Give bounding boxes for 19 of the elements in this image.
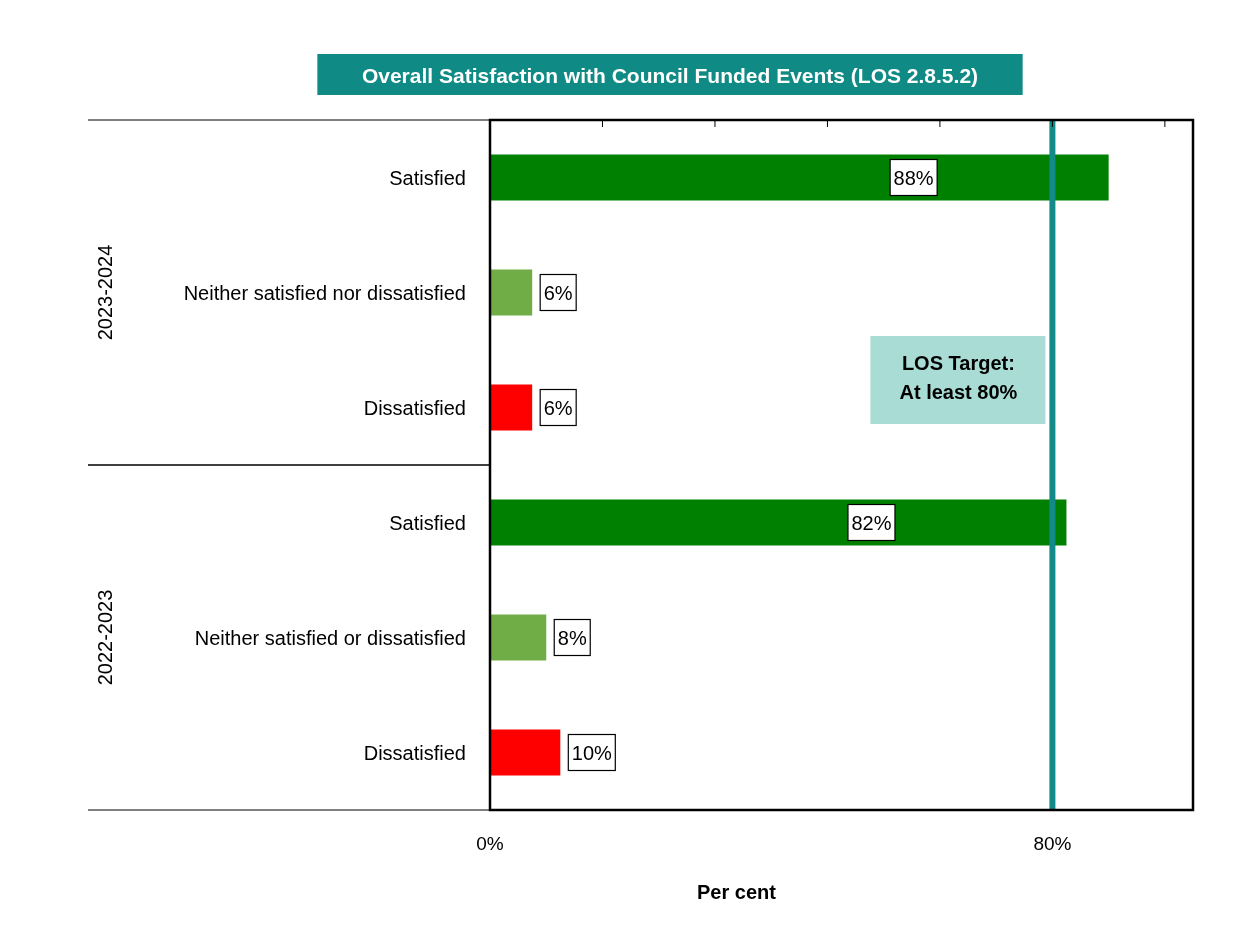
data-label: 88% xyxy=(893,166,934,189)
text: 2022-2023 xyxy=(94,589,116,686)
data-label: 82% xyxy=(851,511,892,534)
y-tick-label: Neither satisfied or dissatisfied xyxy=(194,626,466,649)
data-label: 6% xyxy=(543,281,573,304)
y-tick-label: Neither satisfied nor dissatisfied xyxy=(183,281,466,304)
y-tick-label: Dissatisfied xyxy=(363,396,466,419)
x-tick-label: 0% xyxy=(476,833,504,854)
text: 2023-2024 xyxy=(94,244,116,341)
data-label: 6% xyxy=(543,396,573,419)
ref-line-label: LOS Target: At least 80% xyxy=(899,352,1018,403)
chart-title: Overall Satisfaction with Council Funded Events (LOS 2.8.5.2) xyxy=(361,64,979,87)
data-label: 10% xyxy=(571,741,613,764)
x-tick-label: 80% xyxy=(1033,833,1072,854)
y-tick-label: Satisfied xyxy=(389,511,466,534)
y-tick-label: Dissatisfied xyxy=(363,741,466,764)
y-tick-label: Satisfied xyxy=(389,166,466,189)
data-label: 8% xyxy=(557,626,587,649)
x-axis-title: Per cent xyxy=(697,881,777,903)
